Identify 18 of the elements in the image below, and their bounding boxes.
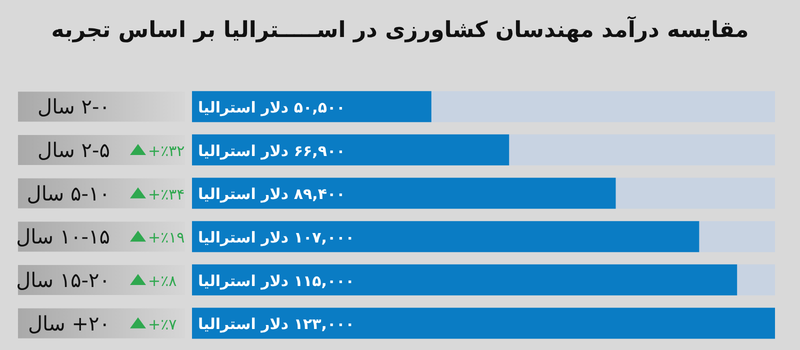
data-label: ۱۰۷,۰۰۰ دلار استرالیا: [198, 228, 354, 247]
y-tick-label: ۲-۵ سال: [38, 138, 110, 162]
text: +٪۷: [148, 315, 177, 334]
y-tick-label: ۲۰+ سال: [28, 311, 110, 336]
y-tick-label: ۲-۰ سال: [38, 94, 110, 119]
y-tick-label: ۱۰-۱۵ سال: [16, 224, 110, 249]
text: +٪۸: [148, 272, 177, 290]
text: +٪۳۴: [148, 185, 185, 204]
y-tick-label: ۱۵-۲۰ سال: [16, 268, 110, 292]
chart-title: مقایسه درآمد مهندسان کشاورزی در اســـــترالیا بر اساس تجربه: [50, 18, 750, 43]
y-tick-label: ۵-۱۰ سال: [26, 181, 110, 206]
data-label: ۵۰,۵۰۰ دلار استرالیا: [198, 98, 346, 117]
data-label: ۶۶,۹۰۰ دلار استرالیا: [198, 142, 346, 160]
data-label: ۱۲۳,۰۰۰ دلار استرالیا: [198, 315, 354, 334]
text: +٪۱۹: [148, 228, 185, 247]
data-label: ۸۹,۴۰۰ دلار استرالیا: [198, 185, 346, 204]
data-label: ۱۱۵,۰۰۰ دلار استرالیا: [198, 272, 354, 290]
text: +٪۳۲: [148, 142, 185, 160]
